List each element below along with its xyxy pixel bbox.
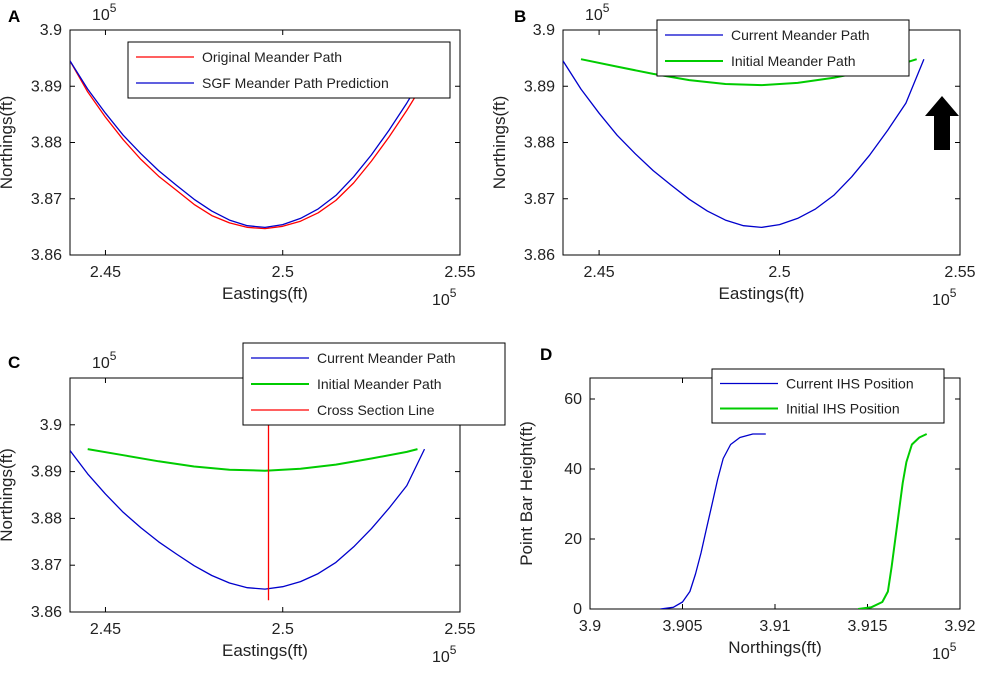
y-tick-label: 3.86	[31, 247, 62, 264]
panel-a: A 2.45 2.5 2.55 3.86 3.87 3.88 3.89 3.9 105 105 Eas…	[0, 1, 476, 309]
x-axis-label: Eastings(ft)	[719, 284, 805, 303]
y-axis-label: Northings(ft)	[0, 96, 16, 190]
x-tick-label: 3.905	[662, 618, 702, 635]
y-tick-label: 3.87	[524, 191, 555, 208]
panel-d: D 3.9 3.905 3.91 3.915 3.92 0 20 40 60 105 Northing…	[517, 345, 976, 663]
legend-entry: Current Meander Path	[731, 27, 870, 43]
y-tick-label: 3.9	[40, 417, 62, 434]
series-group	[70, 406, 426, 601]
x-axis-label: Eastings(ft)	[222, 284, 308, 303]
y-tick-label: 3.88	[31, 135, 62, 152]
x-tick-label: 2.55	[444, 264, 475, 281]
y-tick-label: 20	[564, 531, 582, 548]
x-tick-label: 2.55	[444, 621, 475, 638]
legend-entry: SGF Meander Path Prediction	[202, 75, 389, 91]
y-axis-label: Northings(ft)	[0, 448, 16, 542]
y-tick-label: 3.89	[31, 78, 62, 95]
y-tick-label: 3.86	[31, 604, 62, 621]
y-exponent-label: 105	[585, 1, 610, 24]
legend-box	[127, 41, 451, 99]
x-tick-label: 3.9	[579, 618, 601, 635]
series-line-current-meander-path	[70, 448, 426, 590]
x-exponent-power: 5	[450, 286, 457, 300]
x-tick-label: 2.5	[272, 621, 294, 638]
legend: Current IHS Position Initial IHS Position	[711, 368, 945, 424]
series-line-initial-ihs-position	[858, 433, 928, 609]
y-exponent-power: 5	[603, 1, 610, 15]
y-tick-label: 40	[564, 461, 582, 478]
x-tick-label: 2.5	[272, 264, 294, 281]
x-exponent-label: 105	[432, 643, 457, 666]
legend-entry: Initial IHS Position	[786, 401, 900, 417]
x-exponent-power: 5	[450, 643, 457, 657]
x-exponent-label: 105	[932, 286, 957, 309]
y-tick-label: 3.87	[31, 557, 62, 574]
y-tick-label: 3.9	[40, 22, 62, 39]
legend-entry: Original Meander Path	[202, 49, 342, 65]
legend-entry: Initial Meander Path	[731, 53, 856, 69]
x-tick-label: 2.5	[768, 264, 790, 281]
x-axis-label: Northings(ft)	[728, 638, 822, 657]
series-line-current-ihs-position	[660, 433, 766, 609]
legend-box	[656, 19, 910, 77]
x-tick-label: 2.55	[944, 264, 975, 281]
y-exponent-power: 5	[110, 349, 117, 363]
legend: Current Meander Path Initial Meander Path…	[242, 342, 506, 426]
y-axis-label: Point Bar Height(ft)	[517, 421, 536, 566]
legend-entry: Current Meander Path	[317, 350, 456, 366]
legend: Current Meander Path Initial Meander Path	[656, 19, 910, 77]
y-tick-label: 3.89	[524, 78, 555, 95]
panel-letter: A	[8, 7, 20, 26]
x-exponent-label: 105	[432, 286, 457, 309]
x-tick-label: 2.45	[90, 264, 121, 281]
legend-entry: Initial Meander Path	[317, 376, 442, 392]
y-tick-label: 0	[573, 601, 582, 618]
series-group	[70, 60, 426, 230]
y-tick-label: 3.88	[31, 510, 62, 527]
legend-entry: Current IHS Position	[786, 376, 914, 392]
series-group	[660, 433, 928, 609]
x-tick-label: 3.91	[759, 618, 790, 635]
panel-letter: D	[540, 345, 552, 364]
y-tick-label: 3.86	[524, 247, 555, 264]
y-tick-label: 3.87	[31, 191, 62, 208]
panel-b: B 2.45 2.5 2.55 3.86 3.87 3.88 3.89 3.9 105 105 Eas…	[490, 1, 976, 309]
panel-c: C 2.45 2.5 2.55 3.86 3.87 3.88 3.89 3.9 105 105 Eas…	[0, 342, 506, 666]
y-exponent-power: 5	[110, 1, 117, 15]
y-tick-label: 3.89	[31, 464, 62, 481]
legend-entry: Cross Section Line	[317, 402, 435, 418]
x-exponent-power: 5	[950, 286, 957, 300]
legend: Original Meander Path SGF Meander Path Pr…	[127, 41, 451, 99]
x-exponent-label: 105	[932, 640, 957, 663]
series-line-initial-meander-path	[87, 448, 418, 472]
y-tick-label: 60	[564, 391, 582, 408]
x-tick-label: 3.92	[944, 618, 975, 635]
x-axis-label: Eastings(ft)	[222, 641, 308, 660]
legend-box	[711, 368, 945, 424]
x-tick-label: 2.45	[584, 264, 615, 281]
series-line-current-meander-path	[563, 58, 925, 229]
x-tick-label: 2.45	[90, 621, 121, 638]
up-arrow-icon	[925, 96, 959, 150]
series-line-original-meander-path	[70, 60, 426, 230]
y-exponent-label: 105	[92, 1, 117, 24]
series-line-sgf-meander-path-prediction	[70, 60, 426, 229]
x-exponent-power: 5	[950, 640, 957, 654]
x-tick-label: 3.915	[847, 618, 887, 635]
y-axis-label: Northings(ft)	[490, 96, 509, 190]
y-tick-label: 3.9	[533, 22, 555, 39]
y-tick-label: 3.88	[524, 135, 555, 152]
panel-letter: C	[8, 353, 20, 372]
y-exponent-label: 105	[92, 349, 117, 372]
panel-letter: B	[514, 7, 526, 26]
